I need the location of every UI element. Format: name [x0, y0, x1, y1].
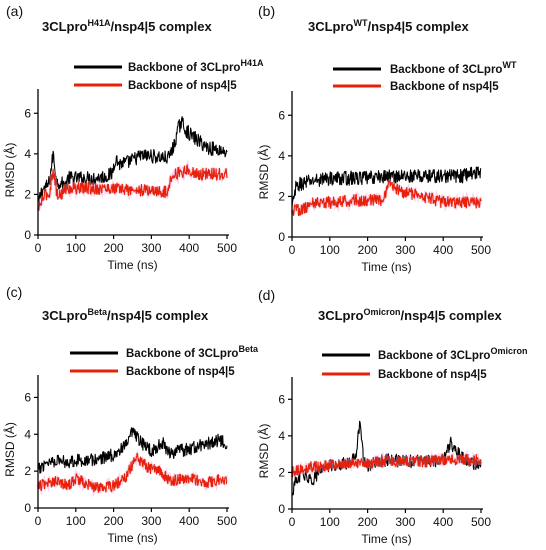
series-line-3clpro	[291, 166, 482, 207]
y-tick-label: 4	[24, 427, 31, 441]
legend: Backbone of 3CLproWT Backbone of nsp4|5	[333, 60, 517, 93]
plot-area: 0 100 200 300 400 500 0 2 4 6 Time (ns) RMSD (Å)	[2, 89, 237, 272]
y-tick-label: 6	[24, 390, 31, 404]
panel-title: 3CLproBeta/nsp4|5 complex	[42, 307, 209, 323]
legend: Backbone of 3CLproOmicron Backbone of ns…	[322, 346, 527, 381]
x-tick-label: 0	[35, 241, 42, 255]
x-tick-label: 0	[35, 514, 42, 528]
legend-label: Backbone of nsp4|5	[378, 369, 487, 381]
x-tick-label: 300	[141, 514, 161, 528]
x-tick-label: 400	[433, 515, 453, 529]
y-axis-label: RMSD (Å)	[256, 424, 271, 479]
legend: Backbone of 3CLproBeta Backbone of nsp4|…	[70, 344, 259, 378]
y-tick-label: 0	[24, 228, 31, 242]
panel-title: 3CLproWT/nsp4|5 complex	[308, 18, 469, 34]
y-tick-label: 4	[278, 429, 285, 443]
y-tick-label: 6	[278, 392, 285, 406]
x-tick-label: 400	[433, 243, 453, 257]
x-tick-label: 0	[289, 515, 296, 529]
x-axis-label: Time (ns)	[361, 260, 411, 274]
x-tick-label: 200	[358, 515, 378, 529]
legend-label: Backbone of nsp4|5	[390, 81, 499, 93]
x-tick-label: 400	[179, 241, 199, 255]
panel-letter: (c)	[6, 284, 22, 300]
y-tick-label: 2	[278, 465, 285, 479]
x-tick-label: 500	[471, 243, 491, 257]
y-tick-label: 6	[278, 108, 285, 122]
x-tick-label: 300	[395, 243, 415, 257]
legend-label: Backbone of 3CLproWT	[390, 60, 517, 76]
y-tick-label: 6	[24, 106, 31, 120]
legend-label: Backbone of 3CLproBeta	[126, 344, 259, 360]
y-axis-label: RMSD (Å)	[2, 422, 17, 477]
panel-title: 3CLproOmicron/nsp4|5 complex	[318, 307, 502, 323]
y-tick-label: 4	[24, 147, 31, 161]
x-tick-label: 200	[104, 514, 124, 528]
x-tick-label: 300	[395, 515, 415, 529]
y-tick-label: 0	[278, 502, 285, 516]
y-tick-label: 0	[278, 230, 285, 244]
x-tick-label: 100	[320, 515, 340, 529]
panel-letter: (d)	[258, 287, 275, 303]
plot-area: 0 100 200 300 400 500 0 2 4 6 Time (ns) RMSD (Å)	[256, 91, 491, 274]
legend-label: Backbone of nsp4|5	[128, 80, 237, 92]
panel-letter: (b)	[258, 3, 275, 19]
x-axis-label: Time (ns)	[361, 532, 411, 546]
x-tick-label: 500	[471, 515, 491, 529]
panel-b: (b) 3CLproWT/nsp4|5 complex Backbone of …	[256, 3, 517, 274]
x-axis-label: Time (ns)	[107, 258, 157, 272]
y-tick-label: 2	[24, 464, 31, 478]
series-line-nsp4-5	[291, 453, 482, 478]
x-tick-label: 500	[217, 514, 237, 528]
panel-letter: (a)	[6, 3, 23, 19]
plot-area: 0 100 200 300 400 500 0 2 4 6 Time (ns) RMSD (Å)	[2, 375, 237, 545]
x-tick-label: 400	[179, 514, 199, 528]
legend-label: Backbone of nsp4|5	[126, 366, 235, 378]
legend: Backbone of 3CLproH41A Backbone of nsp4|…	[74, 58, 264, 92]
series-line-3clpro	[37, 427, 228, 474]
y-tick-label: 4	[278, 149, 285, 163]
legend-label: Backbone of 3CLproH41A	[128, 58, 264, 74]
panel-title: 3CLproH41A/nsp4|5 complex	[42, 18, 212, 34]
y-axis-label: RMSD (Å)	[256, 145, 271, 200]
y-axis-label: RMSD (Å)	[2, 143, 17, 198]
x-tick-label: 100	[320, 243, 340, 257]
y-tick-label: 2	[24, 187, 31, 201]
x-tick-label: 300	[141, 241, 161, 255]
x-tick-label: 0	[289, 243, 296, 257]
x-tick-label: 100	[66, 514, 86, 528]
x-axis-label: Time (ns)	[107, 531, 157, 545]
series-line-nsp4-5	[37, 164, 228, 211]
y-tick-label: 2	[278, 189, 285, 203]
y-tick-label: 0	[24, 501, 31, 515]
legend-label: Backbone of 3CLproOmicron	[378, 346, 527, 362]
x-tick-label: 500	[217, 241, 237, 255]
series-line-nsp4-5	[37, 452, 228, 493]
series-line-3clpro	[37, 116, 228, 203]
x-tick-label: 200	[104, 241, 124, 255]
x-tick-label: 100	[66, 241, 86, 255]
panel-a: (a) 3CLproH41A/nsp4|5 complex Backbone o…	[2, 3, 264, 272]
panel-c: (c) 3CLproBeta/nsp4|5 complex Backbone o…	[2, 284, 259, 545]
panel-d: (d) 3CLproOmicron/nsp4|5 complex Backbon…	[256, 287, 527, 546]
x-tick-label: 200	[358, 243, 378, 257]
plot-area: 0 100 200 300 400 500 0 2 4 6 Time (ns) RMSD (Å)	[256, 377, 491, 546]
series-line-nsp4-5	[291, 180, 482, 217]
